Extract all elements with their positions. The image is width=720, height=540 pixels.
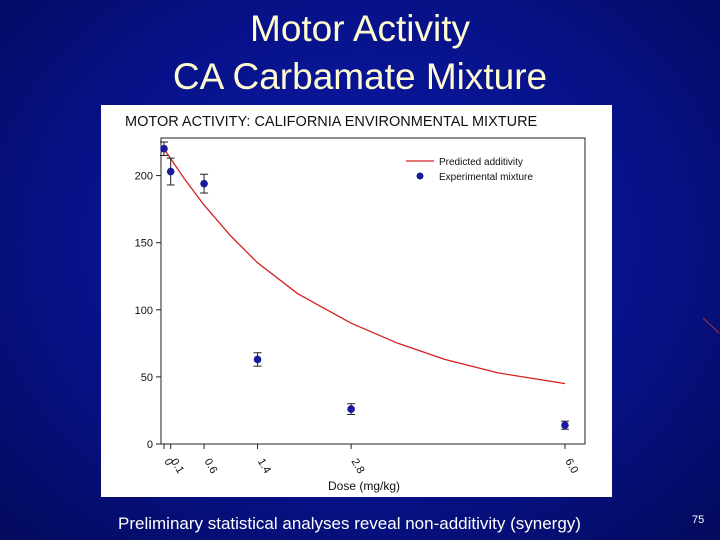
- data-point: [160, 144, 168, 153]
- legend-entry-experimental: Experimental mixture: [439, 172, 533, 183]
- experimental-points: [160, 141, 569, 430]
- x-axis-label: Dose (mg/kg): [328, 479, 400, 493]
- chart-title: MOTOR ACTIVITY: CALIFORNIA ENVIRONMENTAL…: [125, 114, 538, 130]
- decorative-slash-line: [702, 317, 720, 334]
- y-tick-label: 50: [141, 372, 153, 384]
- y-tick-label: 200: [135, 171, 153, 183]
- data-point: [253, 355, 262, 364]
- slide-title-line-1: Motor Activity: [250, 8, 470, 49]
- chart-panel: MOTOR ACTIVITY: CALIFORNIA ENVIRONMENTAL…: [101, 105, 612, 497]
- y-axis-ticks: 0 50 100 150 200: [135, 171, 161, 451]
- y-tick-label: 150: [135, 238, 153, 250]
- data-point: [561, 421, 569, 430]
- y-tick-label: 0: [147, 439, 153, 451]
- predicted-additivity-line: [163, 148, 566, 385]
- chart-axes: [160, 137, 586, 445]
- y-tick-label: 100: [135, 305, 153, 317]
- legend-entry-predicted: Predicted additivity: [439, 157, 523, 168]
- data-point: [347, 405, 355, 413]
- slide-title-line-2: CA Carbamate Mixture: [172, 56, 548, 97]
- legend-point-swatch: [416, 172, 424, 180]
- page-number: 75: [692, 514, 705, 526]
- legend: Predicted additivity Experimental mixtur…: [406, 157, 533, 183]
- slide-caption: Preliminary statistical analyses reveal …: [118, 514, 581, 533]
- data-point: [200, 179, 208, 188]
- x-tick-label: 0: [161, 457, 174, 468]
- chart: MOTOR ACTIVITY: CALIFORNIA ENVIRONMENTAL…: [125, 114, 586, 493]
- plot-frame: [160, 137, 586, 445]
- data-point: [166, 167, 175, 176]
